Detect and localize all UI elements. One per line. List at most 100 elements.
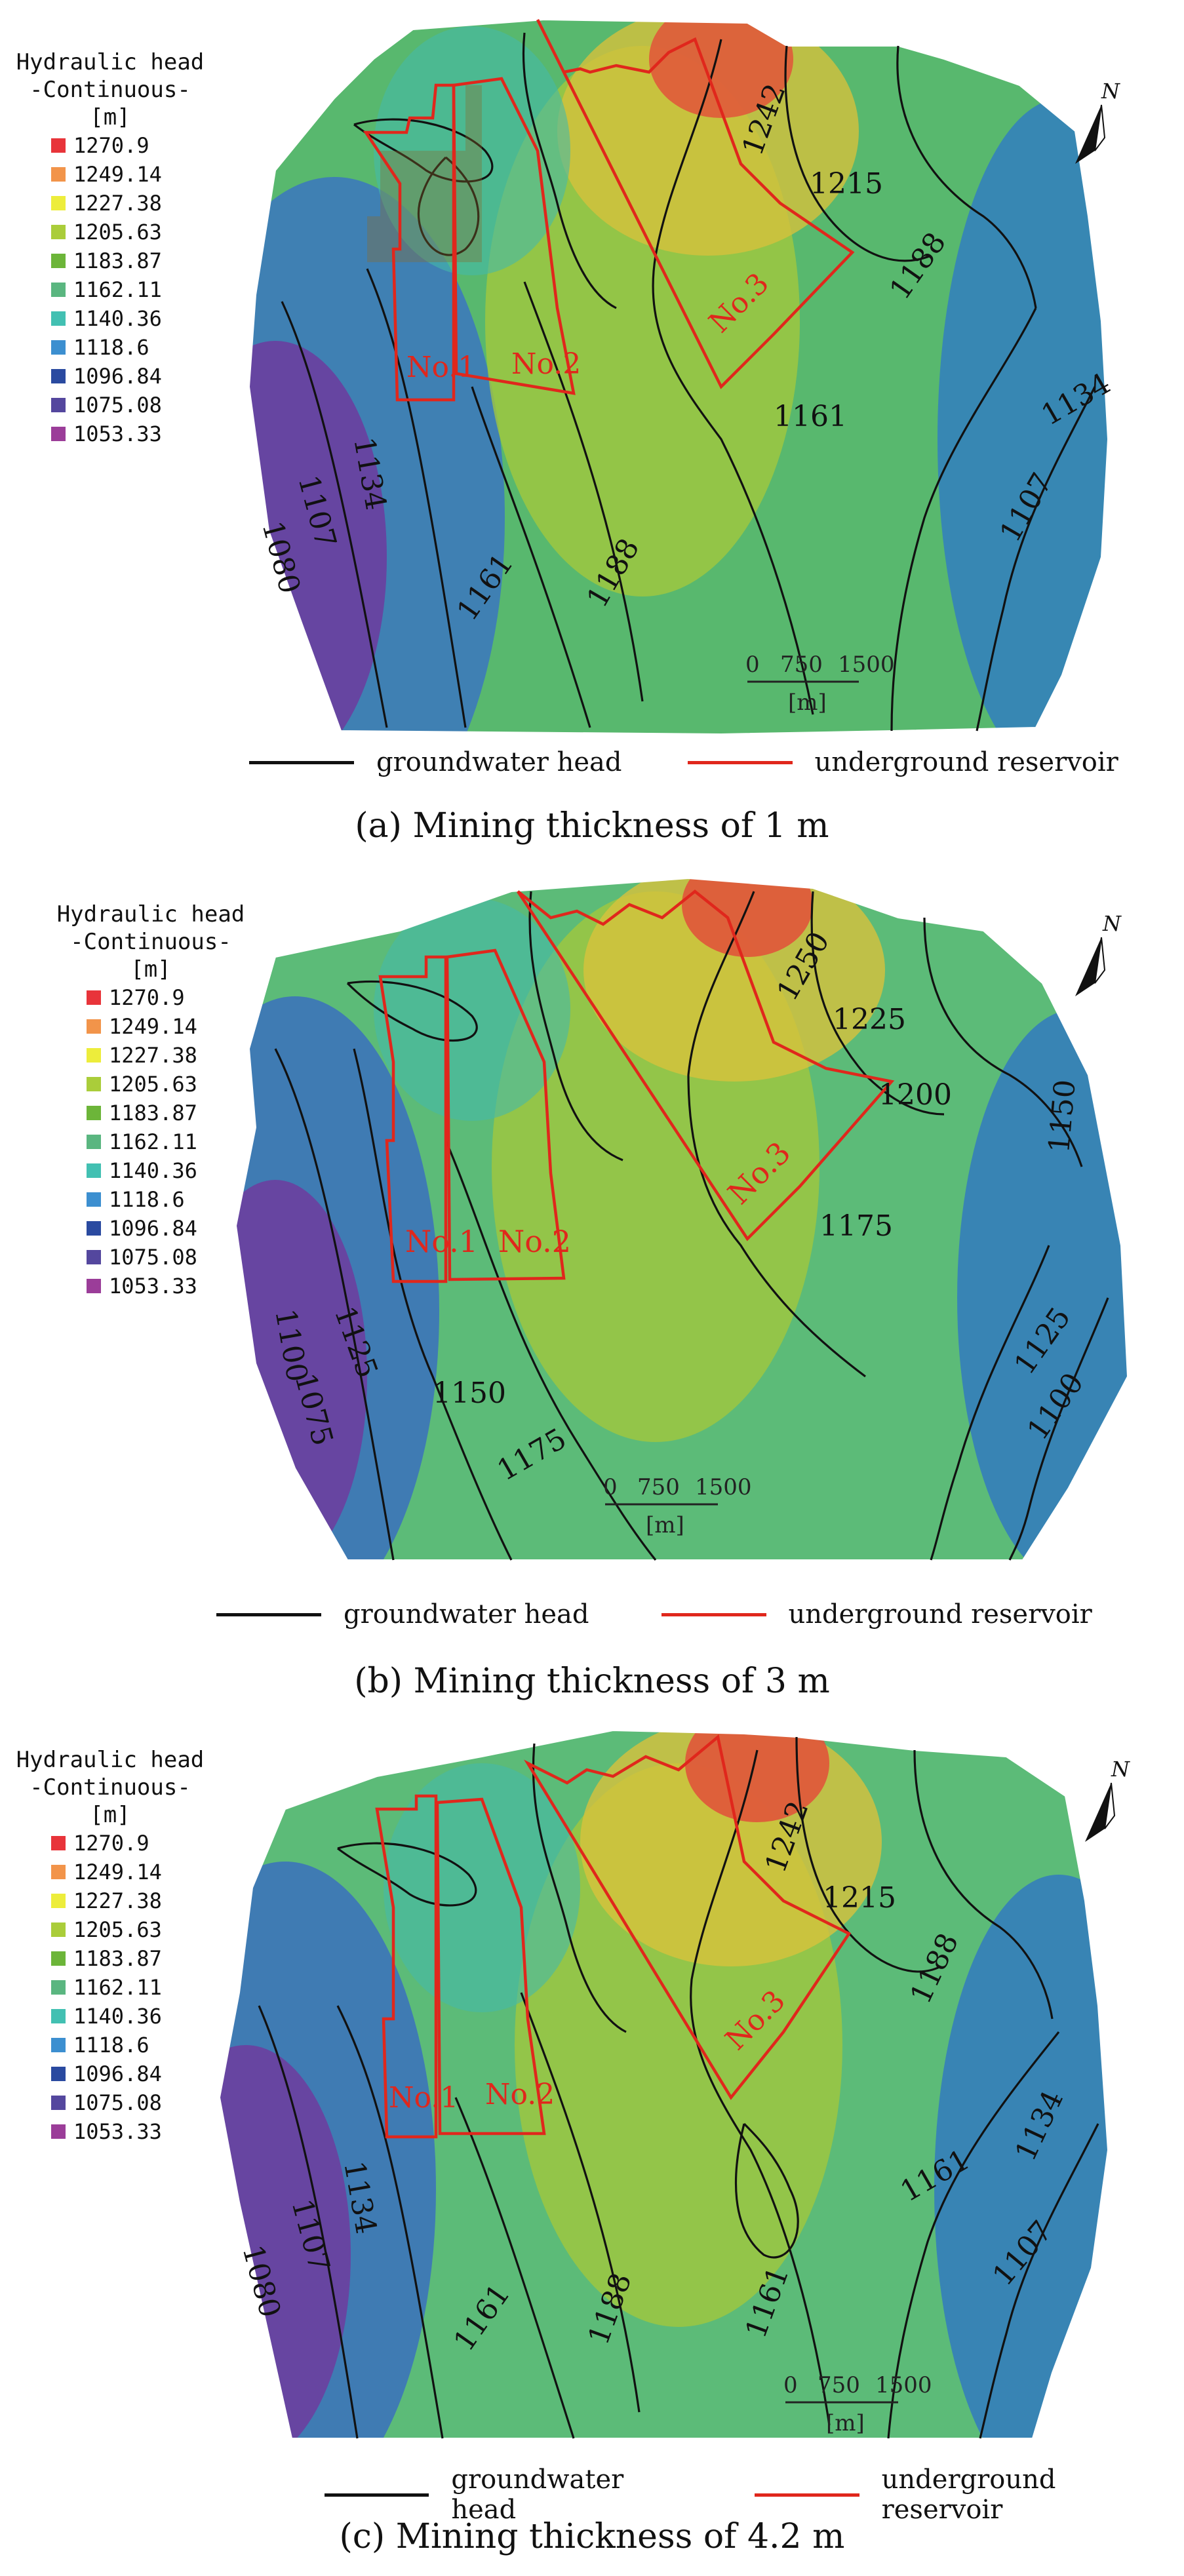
legend-swatch — [51, 2038, 66, 2052]
legend-item: 1270.9 — [51, 131, 208, 160]
underground-reservoirs — [378, 889, 895, 1283]
legend-swatch — [51, 427, 66, 441]
legend-swatch — [87, 1048, 101, 1063]
legend-item: 1227.38 — [87, 1041, 249, 1070]
legend-items: 1270.9 1249.14 1227.38 1205.63 1183.87 1162.1… — [87, 983, 249, 1300]
legend-label: 1096.84 — [73, 364, 162, 389]
legend-item: 1205.63 — [51, 218, 208, 246]
legend-label: 1118.6 — [73, 335, 149, 360]
reservoir-label-no1: No.1 — [405, 1224, 478, 1259]
legend-item: 1162.11 — [51, 1973, 208, 2002]
legend-item: 1053.33 — [51, 2117, 208, 2146]
north-label: N — [1101, 79, 1120, 104]
reservoir-no3 — [524, 1734, 852, 2100]
legend-item: 1075.08 — [51, 391, 208, 420]
legend-item: 1118.6 — [87, 1185, 249, 1214]
legend-swatch — [87, 1077, 101, 1091]
legend-label: 1075.08 — [73, 393, 162, 418]
map-key: groundwater head underground reservoir — [325, 2465, 1184, 2525]
legend-label: 1270.9 — [109, 985, 185, 1010]
legend-label: 1227.38 — [73, 191, 162, 216]
north-label: N — [1111, 1757, 1130, 1782]
legend: Hydraulic head -Continuous- [m] 1270.9 12… — [12, 49, 208, 448]
scale-tick: 0 — [603, 1474, 618, 1500]
legend-item: 1162.11 — [87, 1127, 249, 1156]
reservoir-label-no2: No.2 — [511, 347, 581, 381]
reservoir-no2 — [445, 948, 566, 1281]
legend-swatch — [87, 1279, 101, 1293]
legend-label: 1162.11 — [109, 1129, 197, 1154]
legend-items: 1270.9 1249.14 1227.38 1205.63 1183.87 1162.1… — [51, 1829, 208, 2146]
legend-item: 1140.36 — [87, 1156, 249, 1185]
scale-tick: 1500 — [695, 1474, 752, 1500]
reservoir-label-no2: No.2 — [498, 1224, 571, 1259]
legend: Hydraulic head -Continuous- [m] 1270.9 12… — [52, 901, 249, 1300]
legend-label: 1183.87 — [73, 248, 162, 273]
legend-item: 1227.38 — [51, 1886, 208, 1915]
legend-label: 1053.33 — [109, 1274, 197, 1298]
scale-unit: [m] — [826, 2410, 865, 2436]
legend-swatch — [51, 225, 66, 239]
legend-label: 1249.14 — [73, 1860, 162, 1884]
legend-swatch — [87, 1019, 101, 1034]
legend-label: 1140.36 — [73, 306, 162, 331]
legend-swatch — [51, 2124, 66, 2139]
legend-title: Hydraulic head — [16, 1747, 205, 1773]
legend-swatch — [51, 138, 66, 153]
legend-swatch — [87, 1106, 101, 1120]
scale-tick: 750 — [637, 1474, 680, 1500]
contour-label: 1215 — [823, 1881, 896, 1915]
contour-key-label: groundwater head — [344, 1599, 589, 1630]
legend-label: 1183.87 — [109, 1101, 197, 1125]
panel-caption: (a) Mining thickness of 1 m — [355, 806, 829, 846]
reservoir-label-no2: No.2 — [485, 2078, 555, 2111]
reservoir-key-label: underground reservoir — [881, 2465, 1056, 2525]
legend-item: 1205.63 — [51, 1915, 208, 1944]
legend-label: 1270.9 — [73, 133, 149, 158]
scale-tick: 1500 — [875, 2372, 932, 2398]
legend-swatch — [51, 2096, 66, 2110]
legend-swatch — [87, 1192, 101, 1207]
legend-item: 1096.84 — [51, 2059, 208, 2088]
legend-label: 1249.14 — [73, 162, 162, 187]
map-key: groundwater head underground reservoir — [216, 1599, 1092, 1630]
north-label: N — [1102, 911, 1122, 936]
legend-item: 1096.84 — [87, 1214, 249, 1243]
legend-item: 1227.38 — [51, 189, 208, 218]
contour-label: 1200 — [878, 1078, 952, 1112]
contour-label: 1161 — [774, 400, 847, 433]
groundwater-head-contours — [274, 891, 1109, 1561]
legend-label: 1140.36 — [109, 1158, 197, 1183]
legend-label: 1162.11 — [73, 1975, 162, 2000]
panel-caption: (c) Mining thickness of 4.2 m — [339, 2517, 845, 2556]
scale-bar: 0 750 1500 [m] — [603, 1474, 752, 1538]
legend-swatch — [51, 1894, 66, 1908]
legend-item: 1118.6 — [51, 2031, 208, 2059]
reservoir-no2 — [435, 1797, 546, 2136]
scale-tick: 750 — [780, 652, 823, 678]
legend-title: Hydraulic head — [16, 49, 205, 75]
contour-label: 1215 — [810, 167, 883, 201]
legend-item: 1249.14 — [87, 1012, 249, 1041]
contour-line-swatch — [249, 760, 354, 764]
underground-reservoirs — [375, 1734, 852, 2139]
north-arrow: N — [1075, 79, 1120, 164]
legend-item: 1053.33 — [51, 420, 208, 448]
legend-swatch — [51, 254, 66, 268]
legend-label: 1053.33 — [73, 421, 162, 446]
legend-title: Hydraulic head — [56, 901, 245, 927]
legend-label: 1205.63 — [109, 1072, 197, 1097]
legend-label: 1270.9 — [73, 1831, 149, 1856]
legend-subtitle: -Continuous- — [30, 77, 191, 103]
contour-line-swatch — [325, 2493, 429, 2497]
legend-label: 1118.6 — [73, 2033, 149, 2058]
scale-bar: 0 750 1500 [m] — [745, 652, 895, 716]
scale-tick: 750 — [818, 2372, 860, 2398]
legend-swatch — [87, 990, 101, 1005]
legend-swatch — [51, 311, 66, 326]
scale-bar: 0 750 1500 [m] — [783, 2372, 932, 2436]
scale-tick: 1500 — [838, 652, 895, 678]
reservoir-line-swatch — [687, 760, 793, 764]
legend-swatch — [51, 398, 66, 412]
legend-swatch — [51, 2009, 66, 2023]
